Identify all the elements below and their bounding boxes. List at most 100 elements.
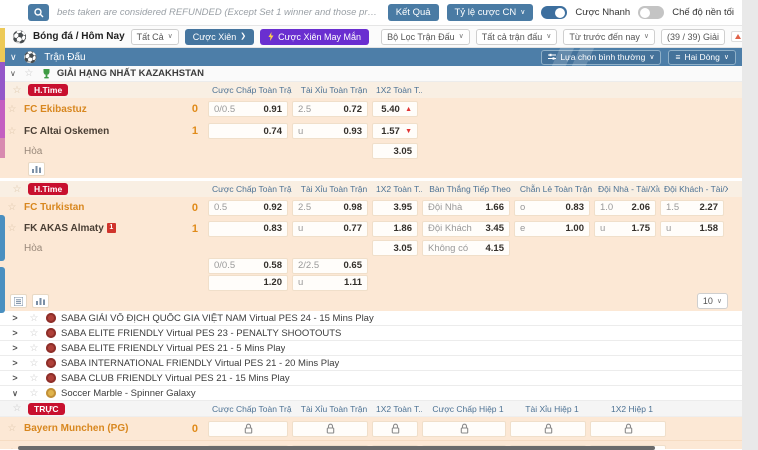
league-list-item[interactable]: ∨ ☆ Soccer Marble - Spinner Galaxy xyxy=(0,386,742,401)
league-list-item[interactable]: > ☆ SABA ELITE FRIENDLY Virtual PES 21 -… xyxy=(0,341,742,356)
stats-button[interactable] xyxy=(32,294,49,308)
locked-odds-cell xyxy=(510,420,586,437)
chevron-down-icon: ∨ xyxy=(520,9,526,16)
handicap-odds-cell[interactable]: 0/0.5 0.91 xyxy=(208,101,288,117)
results-button[interactable]: Kết Quả xyxy=(387,4,439,21)
soccer-marble-icon xyxy=(46,388,56,398)
handicap-odds-cell[interactable]: 0.5 0.92 xyxy=(208,199,288,216)
favorite-star-icon[interactable]: ☆ xyxy=(29,312,39,324)
vertical-scroll-gutter[interactable] xyxy=(742,0,758,450)
quick-bet-toggle[interactable] xyxy=(541,6,568,19)
favorite-star-icon[interactable]: ☆ xyxy=(29,327,39,339)
1x2-odds-cell[interactable]: 3.05 xyxy=(372,143,418,159)
favorite-star-icon[interactable]: ☆ xyxy=(29,357,39,369)
away-total-odds-cell[interactable]: 1.5 2.27 xyxy=(660,199,724,216)
odd-even-odds-cell[interactable]: o 0.83 xyxy=(514,199,590,216)
favorite-star-icon[interactable]: ☆ xyxy=(7,223,17,234)
time-range-select[interactable]: Từ trước đến nay ∨ xyxy=(563,28,656,45)
league-list-item[interactable]: > ☆ SABA INTERNATIONAL FRIENDLY Virtual … xyxy=(0,356,742,371)
column-header: Tài Xỉu Toàn Trận xyxy=(300,184,368,194)
match-filter-select[interactable]: Bộ Lọc Trận Đấu ∨ xyxy=(381,28,470,45)
next-goal-odds-cell[interactable]: Đội Nhà 1.66 xyxy=(422,199,510,216)
stats-button[interactable] xyxy=(28,162,45,176)
two-line-button[interactable]: ≡ Hai Dòng ∨ xyxy=(668,49,736,65)
favorite-star-icon[interactable]: ☆ xyxy=(12,84,22,96)
draw-label: Hòa xyxy=(24,145,43,157)
locked-odds-cell xyxy=(422,420,506,437)
soccer-ball-icon: ⚽ xyxy=(12,29,27,44)
1x2-odds-cell[interactable]: 1.57 ▼ xyxy=(372,123,418,139)
favorite-star-icon[interactable]: ☆ xyxy=(7,125,17,137)
match1-draw-row: Hòa 3.05 xyxy=(0,142,742,160)
filter-bar: ⚽ Bóng đá / Hôm Nay Tất Cả ∨ Cược Xiên ❯… xyxy=(0,26,742,48)
1x2-odds-cell[interactable]: 3.95 xyxy=(372,199,418,216)
home-total-odds-cell[interactable]: 1.0 2.06 xyxy=(594,199,656,216)
next-goal-odds-cell[interactable]: Không có 4.15 xyxy=(422,240,510,256)
over-under-odds-cell[interactable]: u 0.77 xyxy=(292,220,368,237)
over-under-odds-cell[interactable]: u 1.11 xyxy=(292,274,368,291)
league-list-item[interactable]: > ☆ SABA ELITE FRIENDLY Virtual PES 23 -… xyxy=(0,326,742,341)
favorite-star-icon[interactable]: ☆ xyxy=(7,103,17,115)
sort-button[interactable] xyxy=(731,31,742,42)
league-list-item[interactable]: > ☆ SABA GIẢI VÔ ĐỊCH QUỐC GIA VIỆT NAM … xyxy=(0,311,742,326)
1x2-odds-cell[interactable]: 1.86 xyxy=(372,220,418,237)
lucky-parlay-button[interactable]: Cược Xiên May Mắn xyxy=(260,28,370,45)
league-list: > ☆ SABA GIẢI VÔ ĐỊCH QUỐC GIA VIỆT NAM … xyxy=(0,311,742,401)
home-team-name: Bayern Munchen (PG) xyxy=(24,423,129,434)
handicap-odds-cell[interactable]: 1.20 xyxy=(208,274,288,291)
all-matches-select[interactable]: Tất cả trận đấu ∨ xyxy=(475,28,558,45)
handicap-odds-cell[interactable]: 0.74 xyxy=(208,123,288,139)
favorite-star-icon[interactable]: ☆ xyxy=(7,423,17,434)
dark-mode-toggle[interactable] xyxy=(638,6,665,19)
1x2-odds-cell[interactable]: 3.05 xyxy=(372,240,418,256)
over-under-odds-cell[interactable]: 2.5 0.98 xyxy=(292,199,368,216)
horizontal-scrollbar[interactable] xyxy=(18,446,655,450)
column-header: 1X2 Toàn T... xyxy=(376,403,422,414)
next-goal-odds-cell[interactable]: Đội Khách 3.45 xyxy=(422,220,510,237)
market-list-button[interactable] xyxy=(10,294,27,308)
match2-header: ☆ H.Time Cược Chấp Toàn Trận Tài Xỉu Toà… xyxy=(0,181,742,197)
parlay-button[interactable]: Cược Xiên ❯ xyxy=(184,28,255,45)
favorite-star-icon[interactable]: ☆ xyxy=(29,387,39,399)
home-total-odds-cell[interactable]: u 1.75 xyxy=(594,220,656,237)
league-header[interactable]: ∨ ☆ GIẢI HẠNG NHẤT KAZAKHSTAN xyxy=(0,66,742,82)
chevron-right-icon: > xyxy=(12,343,18,353)
favorite-star-icon[interactable]: ☆ xyxy=(29,372,39,384)
column-header: Cược Chấp Toàn Trận xyxy=(212,403,292,414)
1x2-odds-cell[interactable]: 5.40 ▲ xyxy=(372,101,418,117)
section-title: Trận Đấu xyxy=(44,51,86,63)
search-button[interactable] xyxy=(28,4,49,21)
favorite-star-icon[interactable]: ☆ xyxy=(24,68,34,79)
over-under-odds-cell[interactable]: 2.5 0.72 xyxy=(292,101,368,117)
league-count-box[interactable]: (39 / 39) Giải xyxy=(661,28,726,45)
home-team-name: FC Ekibastuz xyxy=(24,103,87,115)
home-team-name: FC Turkistan xyxy=(24,202,85,213)
competition-select[interactable]: Tất Cả ∨ xyxy=(130,28,179,45)
side-strip-blue-2 xyxy=(0,267,5,313)
column-header: 1X2 Toàn T... xyxy=(376,85,422,95)
side-strip-yellow xyxy=(0,28,5,62)
league-list-item[interactable]: > ☆ SABA CLUB FRIENDLY Virtual PES 21 - … xyxy=(0,371,742,386)
saba-league-icon xyxy=(46,373,56,383)
collapse-chevron-icon[interactable]: ∨ xyxy=(10,51,17,62)
over-under-odds-cell[interactable]: 2/2.5 0.65 xyxy=(292,257,368,274)
over-under-odds-cell[interactable]: u 0.93 xyxy=(292,123,368,139)
match-block-1: ☆ H.Time Cược Chấp Toàn Trận Tài Xỉu Toà… xyxy=(0,82,742,178)
favorite-star-icon[interactable]: ☆ xyxy=(0,447,24,449)
page-size-select[interactable]: 10 ∨ xyxy=(696,293,728,309)
handicap-odds-cell[interactable]: 0/0.5 0.58 xyxy=(208,257,288,274)
favorite-star-icon[interactable]: ☆ xyxy=(7,202,17,213)
away-total-odds-cell[interactable]: u 1.58 xyxy=(660,220,724,237)
favorite-star-icon[interactable]: ☆ xyxy=(29,342,39,354)
chevron-down-icon: ∨ xyxy=(167,33,173,40)
normal-pick-button[interactable]: Lựa chọn bình thường ∨ xyxy=(541,49,662,65)
odds-type-button[interactable]: Tỷ lệ cược CN ∨ xyxy=(446,4,534,21)
odd-even-odds-cell[interactable]: e 1.00 xyxy=(514,220,590,237)
list-lines-icon: ≡ xyxy=(675,52,681,62)
column-header: 1X2 Hiệp 1 xyxy=(610,403,654,414)
live-rows: ☆ Bayern Munchen (PG) 0 ☆ Manchester Cit… xyxy=(0,417,742,449)
handicap-odds-cell[interactable]: 0.83 xyxy=(208,220,288,237)
favorite-star-icon[interactable]: ☆ xyxy=(12,183,22,195)
favorite-star-icon[interactable]: ☆ xyxy=(12,403,22,414)
